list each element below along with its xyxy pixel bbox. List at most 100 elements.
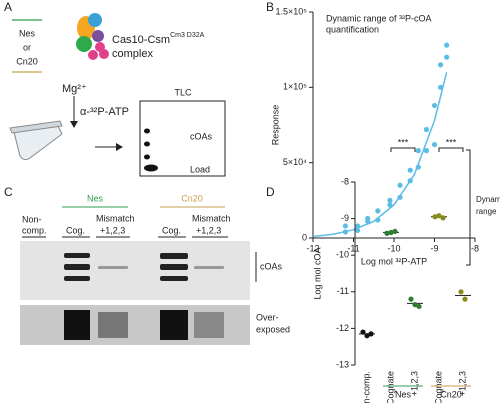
point [387,202,393,208]
tlc-label: cOAs [190,131,213,141]
tlc-spot [144,128,150,134]
y-tick-label: -8 [341,176,349,186]
x-tick-label: +1,2,3 [457,371,467,396]
y-tick-label: -12 [336,323,349,333]
lane-label: Cog. [162,225,181,235]
y-tick-label: -9 [341,213,349,223]
lane-label: +1,2,3 [196,225,221,235]
point [416,303,422,310]
x-tick-label: Cognate [385,371,395,403]
group-label: Nes [87,193,104,203]
x-tick-label: +1,2,3 [409,371,419,396]
significance: *** [446,137,457,147]
significance-bracket [438,147,464,152]
cofactor: Mg²⁺ [62,83,87,95]
complex-word: complex [112,48,153,60]
panel-c: Nes Cn20 Non- comp. Cog. Mismatch +1,2,3… [20,193,290,345]
point [407,178,413,184]
gel-bands [64,310,224,340]
point [437,62,444,68]
lane-label: comp. [22,225,47,235]
tlc-spot [144,141,150,147]
y-tick-label: -11 [337,286,349,296]
point [387,197,393,203]
point [415,164,421,170]
point [436,213,442,219]
point [397,182,403,188]
point [431,141,438,148]
gel-label: Over- [256,312,279,322]
annotation: quantification [326,24,379,34]
point [458,289,464,295]
point [388,229,394,236]
point [360,329,366,335]
point [444,42,450,48]
panel-letter: B [266,0,274,14]
range-bracket [466,149,471,266]
fit-line [312,72,448,238]
point [412,302,418,308]
point [462,296,468,302]
lane-label: +1,2,3 [100,225,125,235]
point [397,194,403,200]
point [375,208,381,214]
y-tick-label: -10 [336,250,349,260]
tlc-title: TLC [174,87,192,97]
y-tick-label: 1.5×10⁵ [275,6,307,16]
guide-label: Cn20 [16,56,38,66]
gel-bands [64,253,224,281]
point [444,54,450,60]
gel [20,241,250,300]
gel-label: cOAs [260,261,283,271]
x-tick-label: Non-comp. [361,371,371,403]
range-label: range [476,207,497,216]
annotation: Dynamic range of ³²P-cOA [326,13,432,23]
y-tick-label: 1×10⁵ [283,82,307,92]
range-label: Dynamic [476,195,500,204]
panel-letter: A [4,0,12,14]
point [423,126,429,133]
point [365,215,371,222]
point [431,102,438,109]
arrow-head [70,121,78,128]
point [375,217,381,223]
panel-letter: D [266,185,275,199]
tlc-label: Load [190,164,210,174]
arrow-head [116,143,123,151]
lane-label: Cog. [66,225,85,235]
panel-letter: C [4,185,13,199]
y-tick-label: 0 [302,232,307,242]
point [407,167,413,173]
x-tick-label: -9 [430,243,438,253]
complex-superscript: Cm3 D32A [170,32,205,39]
group-label: Cn20 [181,193,203,203]
point [354,223,361,229]
point [415,148,421,154]
tlc-box [139,100,226,177]
x-tick-label: Cognate [433,371,443,403]
point [342,229,348,235]
point [440,215,446,221]
lane-label: Mismatch [192,213,231,223]
panel-a: Nes or Cn20 Cas10-CsmCm3 D32A complex Mg… [9,13,226,177]
gel-label: exposed [256,324,290,334]
point [368,331,374,337]
y-tick-label: 5×10⁴ [283,157,307,167]
lane-label: Mismatch [96,213,135,223]
y-axis-label: Log mol cOA [312,247,322,299]
point [354,227,361,234]
x-tick-label: -11 [347,243,359,253]
point [432,214,438,220]
x-tick-label: -10 [387,243,400,253]
point [408,296,414,302]
group-label: Cn20 [440,389,462,399]
significance-bracket [390,147,416,152]
y-axis-label: Response [270,105,280,146]
point [364,333,370,339]
lane-label: Non- [22,214,42,224]
point [423,148,429,154]
guide-label: Nes [19,28,36,38]
point [384,230,390,236]
tlc-spot [144,164,158,172]
